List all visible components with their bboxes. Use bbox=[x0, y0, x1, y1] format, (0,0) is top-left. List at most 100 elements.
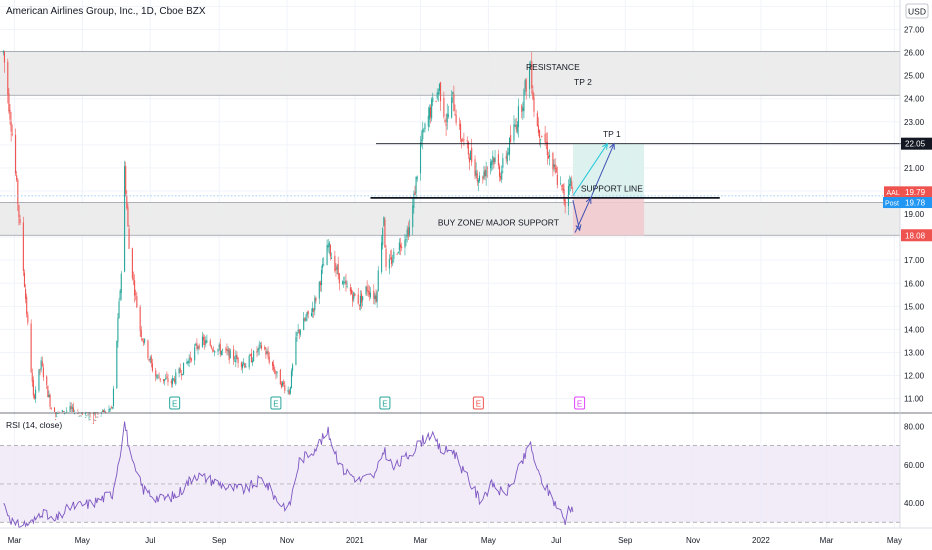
candle[interactable] bbox=[179, 363, 181, 374]
candle[interactable] bbox=[292, 363, 294, 377]
candle[interactable] bbox=[66, 407, 68, 413]
candle[interactable] bbox=[77, 409, 79, 415]
drawings-layer[interactable]: RESISTANCE BUY ZONE/ MAJOR SUPPORT TP 2 TP … bbox=[0, 62, 916, 410]
candle[interactable] bbox=[228, 347, 230, 364]
candle[interactable] bbox=[30, 319, 32, 374]
candle[interactable] bbox=[515, 117, 517, 134]
candle[interactable] bbox=[236, 351, 238, 360]
candle[interactable] bbox=[257, 347, 259, 356]
candle[interactable] bbox=[151, 358, 153, 373]
candle[interactable] bbox=[497, 149, 499, 169]
candle[interactable] bbox=[523, 88, 525, 118]
candle[interactable] bbox=[296, 331, 298, 342]
candle[interactable] bbox=[197, 345, 199, 355]
candle[interactable] bbox=[306, 311, 308, 321]
candle[interactable] bbox=[165, 374, 167, 380]
stop-box[interactable] bbox=[572, 197, 645, 236]
candle[interactable] bbox=[46, 375, 48, 390]
candle[interactable] bbox=[342, 280, 344, 285]
candle[interactable] bbox=[297, 323, 299, 334]
candle[interactable] bbox=[141, 338, 143, 342]
candle[interactable] bbox=[374, 292, 376, 305]
candle[interactable] bbox=[127, 203, 129, 227]
candle[interactable] bbox=[517, 98, 519, 138]
candle[interactable] bbox=[375, 289, 377, 304]
candle[interactable] bbox=[227, 345, 229, 356]
candle[interactable] bbox=[205, 336, 207, 348]
candle[interactable] bbox=[235, 350, 237, 367]
candle[interactable] bbox=[452, 91, 454, 104]
candle[interactable] bbox=[164, 379, 166, 386]
candle[interactable] bbox=[25, 284, 27, 304]
candle[interactable] bbox=[11, 124, 13, 137]
candle[interactable] bbox=[295, 331, 297, 366]
candle[interactable] bbox=[562, 183, 564, 194]
candle[interactable] bbox=[482, 175, 484, 184]
candle[interactable] bbox=[218, 342, 220, 351]
candle[interactable] bbox=[116, 340, 118, 390]
candle[interactable] bbox=[86, 412, 88, 417]
candle[interactable] bbox=[313, 307, 315, 318]
candle[interactable] bbox=[338, 273, 340, 291]
candle[interactable] bbox=[18, 204, 20, 226]
candle[interactable] bbox=[343, 276, 345, 288]
candle[interactable] bbox=[522, 101, 524, 121]
candle[interactable] bbox=[354, 293, 356, 297]
candle[interactable] bbox=[284, 380, 286, 394]
candle[interactable] bbox=[359, 290, 361, 311]
candle[interactable] bbox=[470, 150, 472, 161]
candle[interactable] bbox=[422, 121, 424, 150]
candle[interactable] bbox=[181, 373, 183, 376]
candle[interactable] bbox=[10, 112, 12, 142]
candle[interactable] bbox=[304, 316, 306, 322]
candle[interactable] bbox=[428, 104, 430, 128]
candle[interactable] bbox=[404, 233, 406, 256]
candle[interactable] bbox=[334, 250, 336, 273]
candle[interactable] bbox=[3, 50, 5, 73]
candle[interactable] bbox=[155, 367, 157, 382]
candle[interactable] bbox=[303, 311, 305, 331]
earnings-marker[interactable]: E bbox=[379, 396, 391, 410]
candle[interactable] bbox=[266, 348, 268, 355]
candle[interactable] bbox=[233, 345, 235, 365]
candle[interactable] bbox=[455, 109, 457, 126]
candle[interactable] bbox=[493, 157, 495, 169]
candle[interactable] bbox=[7, 58, 9, 104]
candle[interactable] bbox=[128, 225, 130, 249]
candle[interactable] bbox=[485, 161, 487, 186]
candle[interactable] bbox=[468, 153, 471, 171]
candle[interactable] bbox=[149, 355, 151, 364]
candle[interactable] bbox=[466, 136, 468, 149]
candle[interactable] bbox=[416, 175, 418, 182]
candle[interactable] bbox=[407, 221, 409, 241]
candle[interactable] bbox=[94, 412, 96, 421]
candle[interactable] bbox=[187, 360, 189, 366]
candle[interactable] bbox=[120, 271, 122, 301]
candle[interactable] bbox=[445, 113, 447, 136]
candle[interactable] bbox=[547, 151, 550, 159]
candle[interactable] bbox=[345, 273, 347, 292]
currency-selector[interactable]: USD bbox=[905, 3, 929, 19]
candle[interactable] bbox=[62, 411, 64, 412]
candle[interactable] bbox=[531, 52, 533, 95]
candle[interactable] bbox=[186, 358, 188, 365]
candle[interactable] bbox=[536, 110, 538, 127]
candle[interactable] bbox=[251, 357, 254, 367]
candle[interactable] bbox=[209, 338, 211, 347]
target-arrow-1[interactable] bbox=[572, 142, 609, 196]
candle[interactable] bbox=[282, 381, 284, 388]
candle[interactable] bbox=[447, 105, 449, 119]
candle[interactable] bbox=[26, 293, 28, 318]
candle[interactable] bbox=[424, 122, 426, 133]
candle[interactable] bbox=[498, 163, 501, 182]
candle[interactable] bbox=[16, 171, 18, 183]
candle[interactable] bbox=[183, 362, 185, 375]
candle[interactable] bbox=[524, 78, 526, 96]
candle[interactable] bbox=[478, 171, 481, 184]
candle[interactable] bbox=[352, 290, 354, 307]
candle[interactable] bbox=[349, 283, 351, 296]
candle[interactable] bbox=[439, 81, 442, 111]
rsi-layer[interactable]: RSI (14, close) bbox=[0, 420, 900, 528]
candle[interactable] bbox=[274, 366, 276, 375]
candle[interactable] bbox=[71, 404, 73, 412]
